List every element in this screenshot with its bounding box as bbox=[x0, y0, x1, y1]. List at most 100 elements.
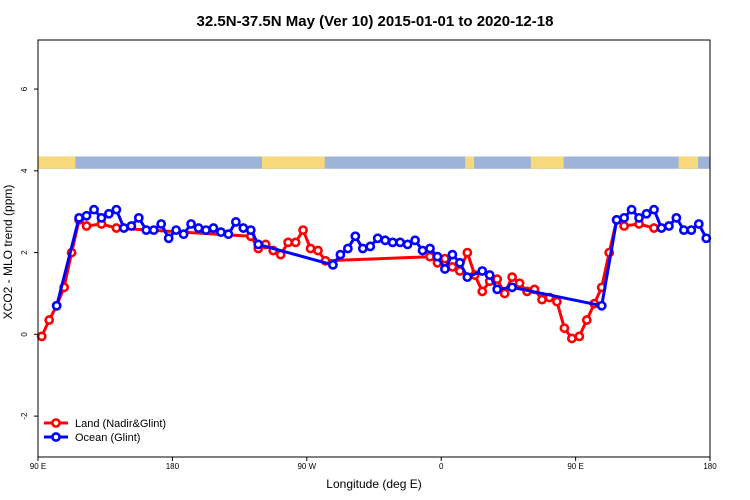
data-point bbox=[89, 204, 99, 215]
data-point bbox=[193, 223, 204, 233]
data-point bbox=[380, 235, 391, 246]
x-tick-label: 0 bbox=[439, 462, 444, 471]
data-point bbox=[96, 212, 107, 223]
legend-label: Land (Nadir&Glint) bbox=[75, 418, 166, 430]
data-point bbox=[305, 243, 316, 254]
data-point bbox=[238, 223, 249, 233]
data-point bbox=[477, 266, 488, 276]
data-point bbox=[656, 223, 667, 233]
data-point bbox=[596, 300, 607, 311]
legend-item-1: Ocean (Glint) bbox=[44, 432, 140, 444]
data-point bbox=[36, 331, 47, 342]
legend-item-0: Land (Nadir&Glint) bbox=[44, 418, 166, 430]
data-point bbox=[514, 278, 525, 289]
data-point bbox=[507, 272, 518, 283]
data-point bbox=[223, 229, 234, 240]
data-point bbox=[417, 245, 428, 256]
data-point bbox=[492, 274, 503, 285]
land-band-2 bbox=[465, 156, 475, 169]
series-1 bbox=[51, 204, 712, 311]
plot-frame bbox=[37, 39, 711, 458]
data-point bbox=[171, 225, 182, 236]
land-band-4 bbox=[678, 156, 699, 169]
data-point bbox=[440, 264, 450, 274]
data-point bbox=[693, 219, 704, 229]
data-point bbox=[104, 208, 114, 219]
legend-swatch-marker bbox=[51, 432, 61, 442]
data-point bbox=[462, 247, 473, 258]
data-point bbox=[492, 284, 503, 295]
data-point bbox=[216, 227, 226, 238]
data-point bbox=[402, 239, 413, 250]
y-tick-label: 2 bbox=[20, 250, 29, 255]
data-point bbox=[566, 333, 577, 344]
data-point bbox=[81, 210, 92, 221]
y-tick-label: 6 bbox=[20, 86, 29, 91]
y-axis: -2 0 2 4 6 bbox=[20, 86, 38, 420]
chart-title: 32.5N-37.5N May (Ver 10) 2015-01-01 to 2… bbox=[197, 13, 554, 30]
series-line-0 bbox=[40, 218, 655, 340]
x-axis: 90 E 180 90 W 0 90 E 180 bbox=[30, 457, 717, 471]
data-point bbox=[477, 286, 488, 297]
data-point bbox=[484, 270, 495, 280]
land-band-1 bbox=[262, 156, 325, 169]
y-axis-label: XCO2 - MLO trend (ppm) bbox=[1, 185, 15, 320]
x-axis-label: Longitude (deg E) bbox=[326, 477, 421, 491]
data-point bbox=[447, 249, 458, 260]
data-point bbox=[156, 219, 167, 229]
data-point bbox=[626, 204, 637, 215]
data-point bbox=[701, 233, 712, 244]
data-point bbox=[365, 241, 376, 252]
data-point bbox=[641, 208, 652, 219]
legend: Land (Nadir&Glint) Ocean (Glint) bbox=[44, 418, 166, 444]
y-tick-label: 4 bbox=[20, 168, 29, 173]
data-point bbox=[649, 223, 659, 233]
x-tick-label: 180 bbox=[166, 462, 180, 471]
data-point bbox=[201, 225, 211, 236]
data-point bbox=[230, 217, 241, 227]
data-point bbox=[552, 296, 562, 307]
data-point bbox=[611, 214, 622, 225]
data-point bbox=[342, 243, 353, 254]
data-point bbox=[410, 235, 420, 246]
x-tick-label: 90 E bbox=[567, 462, 583, 471]
data-point bbox=[335, 249, 346, 260]
data-point bbox=[537, 294, 547, 305]
data-point bbox=[126, 221, 137, 231]
data-point bbox=[111, 204, 122, 215]
y-tick-label: 0 bbox=[20, 332, 29, 337]
legend-label: Ocean (Glint) bbox=[75, 432, 140, 444]
data-point bbox=[447, 261, 458, 272]
data-point bbox=[499, 288, 510, 299]
data-point bbox=[559, 323, 570, 334]
data-point bbox=[81, 221, 92, 231]
data-point bbox=[208, 223, 219, 233]
data-point bbox=[283, 237, 294, 248]
land-ocean-strip bbox=[38, 156, 710, 169]
data-point bbox=[357, 243, 368, 254]
data-point bbox=[634, 212, 644, 223]
data-point bbox=[581, 315, 592, 325]
data-point bbox=[462, 272, 473, 283]
land-band-0 bbox=[38, 156, 76, 169]
data-point bbox=[118, 223, 129, 233]
data-point bbox=[425, 251, 435, 262]
data-point bbox=[454, 257, 465, 268]
series-layer bbox=[36, 204, 712, 344]
data-point bbox=[350, 231, 361, 242]
data-point bbox=[432, 251, 443, 262]
data-point bbox=[290, 237, 301, 248]
data-point bbox=[313, 245, 323, 256]
land-band-3 bbox=[530, 156, 564, 169]
x-tick-label: 180 bbox=[703, 462, 717, 471]
data-point bbox=[133, 212, 144, 223]
data-point bbox=[686, 225, 697, 236]
data-point bbox=[186, 219, 196, 229]
data-point bbox=[253, 239, 264, 250]
data-point bbox=[44, 315, 55, 325]
data-point bbox=[298, 225, 308, 236]
series-0 bbox=[36, 214, 659, 344]
data-point bbox=[425, 243, 435, 254]
